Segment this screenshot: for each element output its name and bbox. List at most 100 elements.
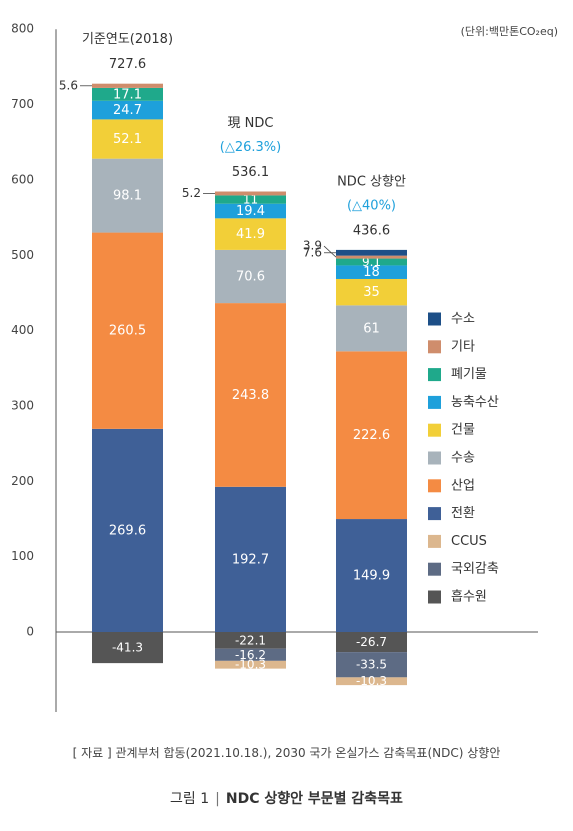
bar-segment — [336, 519, 407, 632]
legend-swatch — [428, 340, 441, 354]
caption-separator: | — [215, 791, 220, 807]
bar-value-label: 70.6 — [236, 269, 265, 284]
bar-value-label: 17.1 — [113, 87, 142, 102]
legend-label: 전환 — [451, 506, 475, 521]
bar-value-label: -16.2 — [235, 648, 266, 662]
bar-segment-negative — [336, 677, 407, 686]
bar-segment — [92, 428, 163, 632]
y-tick-label: 0 — [26, 625, 34, 639]
bar-total-label: 436.6 — [353, 223, 390, 238]
bar-value-label: 52.1 — [113, 132, 142, 147]
y-tick-label: 500 — [11, 248, 34, 262]
small-value-label: 5.2 — [182, 186, 201, 200]
bar-value-label: 222.6 — [353, 428, 390, 443]
legend-swatch — [428, 451, 441, 465]
category-reduction-label: (△26.3%) — [220, 140, 281, 155]
bar-value-label: 98.1 — [113, 189, 142, 204]
bar-segment — [215, 203, 286, 219]
bar-value-label: 19.4 — [236, 204, 265, 219]
bar-value-label: 192.7 — [232, 552, 269, 567]
bar-segment — [215, 218, 286, 250]
bar-segment — [215, 191, 286, 196]
legend-swatch — [428, 534, 441, 548]
bar-segment — [336, 351, 407, 520]
bar-segment — [336, 249, 407, 256]
bar-value-label: -10.3 — [235, 658, 266, 672]
legend-swatch — [428, 395, 441, 409]
bar-segment — [336, 305, 407, 352]
legend-label: 수송 — [451, 451, 475, 466]
bar-segment-negative — [215, 648, 286, 661]
legend-label: 농축수산 — [451, 395, 499, 410]
bar-segment-negative — [215, 632, 286, 649]
category-reduction-label: (△40%) — [347, 198, 396, 213]
y-tick-label: 700 — [11, 97, 34, 111]
bar-segment-negative — [215, 660, 286, 669]
legend-swatch — [428, 562, 441, 576]
bar-segment — [336, 265, 407, 279]
bar-segment — [336, 278, 407, 306]
legend-swatch — [428, 479, 441, 493]
small-value-label: 5.6 — [59, 78, 78, 92]
bar-value-label: 35 — [363, 285, 380, 300]
y-tick-label: 300 — [11, 398, 34, 412]
bar-value-label: -10.3 — [356, 674, 387, 688]
bar-value-label: 243.8 — [232, 388, 269, 403]
unit-label: (단위:백만톤CO₂eq) — [461, 25, 558, 38]
bar-segment — [92, 232, 163, 429]
bar-segment-negative — [336, 652, 407, 678]
figure-number: 그림 1 — [170, 791, 210, 807]
legend-label: 산업 — [451, 478, 475, 493]
legend-label: 국외감축 — [451, 562, 499, 577]
bar-value-label: 149.9 — [353, 569, 390, 584]
bar-value-label: 260.5 — [109, 324, 146, 339]
bar-segment — [92, 87, 163, 101]
bar-value-label: 41.9 — [236, 227, 265, 242]
bar-segment — [215, 486, 286, 632]
legend-label: CCUS — [451, 534, 487, 549]
legend-label: 건물 — [451, 423, 475, 438]
bar-segment — [336, 255, 407, 259]
legend-swatch — [428, 312, 441, 326]
small-value-label: 3.9 — [303, 239, 322, 253]
y-tick-label: 400 — [11, 323, 34, 337]
bar-segment — [215, 195, 286, 204]
leader-line — [323, 245, 337, 258]
legend-swatch — [428, 507, 441, 521]
legend-label: 기타 — [451, 339, 475, 354]
bar-segment — [92, 83, 163, 88]
bar-segment — [215, 249, 286, 304]
bar-value-label: 269.6 — [109, 523, 146, 538]
bar-segment — [92, 100, 163, 120]
stacked-bar-chart: 0 100 200 300 400 500 600 700 800 (단위:백만톤CO₂eq) 26… — [11, 22, 558, 712]
bar-segment-negative — [336, 632, 407, 653]
category-label: 現 NDC — [228, 116, 274, 131]
bar-value-label: 61 — [363, 321, 380, 336]
bar-value-label: -33.5 — [356, 658, 387, 672]
y-tick-label: 200 — [11, 474, 34, 488]
bar-segment — [215, 303, 286, 487]
bar-total-label: 536.1 — [232, 165, 269, 180]
bar-value-label: 11 — [243, 193, 258, 207]
bar-value-label: -22.1 — [235, 633, 266, 647]
bar-value-label: 18 — [363, 265, 380, 280]
bar-value-label: -26.7 — [356, 635, 387, 649]
legend-swatch — [428, 423, 441, 437]
bar-segment — [92, 119, 163, 159]
legend-swatch — [428, 590, 441, 604]
bar-value-label: 24.7 — [113, 103, 142, 118]
y-tick-label: 800 — [11, 22, 34, 36]
bar-total-label: 727.6 — [109, 57, 146, 72]
figure-title: NDC 상향안 부문별 감축목표 — [225, 791, 403, 807]
small-value-label: 7.6 — [303, 245, 322, 259]
legend-label: 수소 — [451, 312, 475, 327]
legend-label: 폐기물 — [451, 367, 487, 382]
category-label: 기준연도(2018) — [82, 32, 173, 47]
bar-value-label: -41.3 — [112, 641, 143, 655]
legend-swatch — [428, 368, 441, 382]
bar-segment — [336, 258, 407, 266]
bar-segment — [92, 158, 163, 233]
y-tick-label: 100 — [11, 549, 34, 563]
category-label: NDC 상향안 — [337, 174, 406, 189]
y-tick-label: 600 — [11, 172, 34, 186]
